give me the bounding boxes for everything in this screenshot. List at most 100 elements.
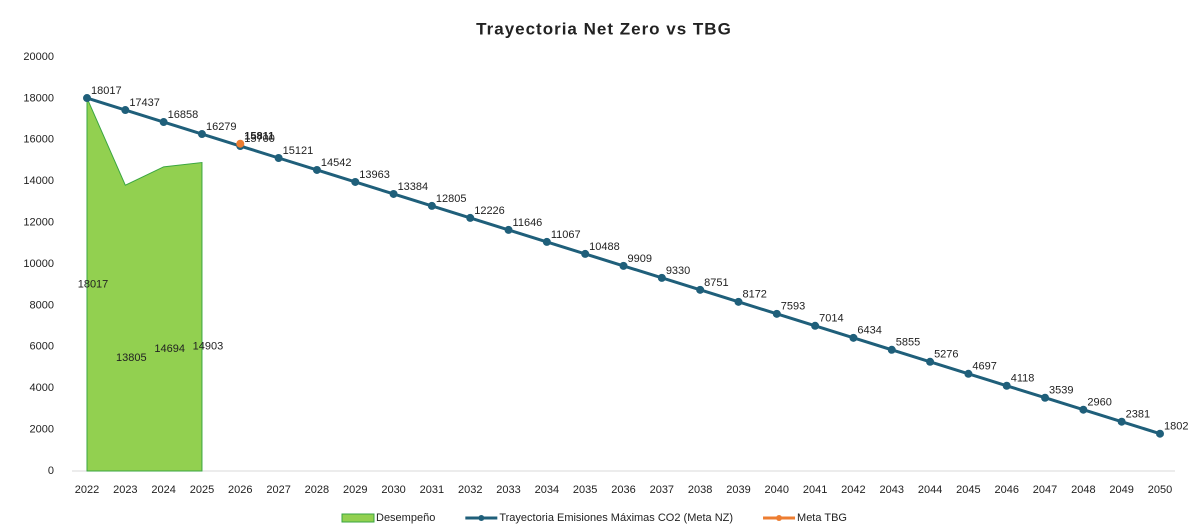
legend-label: Meta TBG bbox=[797, 512, 847, 524]
y-tick-label: 18000 bbox=[23, 92, 54, 104]
data-label: 4697 bbox=[972, 361, 996, 373]
x-tick-label: 2032 bbox=[458, 484, 482, 496]
x-tick-label: 2047 bbox=[1033, 484, 1057, 496]
y-tick-label: 16000 bbox=[23, 134, 54, 146]
x-tick-label: 2035 bbox=[573, 484, 597, 496]
data-label: 15700 bbox=[244, 133, 275, 145]
x-tick-label: 2046 bbox=[994, 484, 1018, 496]
data-label: 13963 bbox=[359, 169, 390, 181]
data-label: 1802 bbox=[1164, 421, 1188, 433]
marker bbox=[772, 309, 781, 318]
x-tick-label: 2025 bbox=[190, 484, 214, 496]
data-label: 8751 bbox=[704, 277, 728, 289]
data-label: 5855 bbox=[896, 337, 920, 349]
data-label: 10488 bbox=[589, 241, 620, 253]
x-tick-label: 2049 bbox=[1109, 484, 1133, 496]
x-tick-label: 2022 bbox=[75, 484, 99, 496]
data-label: 7014 bbox=[819, 313, 843, 325]
legend-label: Desempeño bbox=[376, 512, 435, 524]
marker bbox=[83, 94, 91, 103]
marker bbox=[1156, 429, 1164, 438]
x-tick-label: 2026 bbox=[228, 484, 252, 496]
marker bbox=[197, 130, 206, 139]
data-label: 11646 bbox=[513, 217, 543, 229]
x-tick-label: 2028 bbox=[305, 484, 329, 496]
data-label: 16279 bbox=[206, 121, 237, 133]
x-tick-label: 2043 bbox=[880, 484, 904, 496]
marker bbox=[926, 357, 935, 366]
data-label: 8172 bbox=[742, 289, 766, 301]
marker bbox=[657, 273, 666, 282]
data-label: 16858 bbox=[168, 109, 199, 121]
data-label: 3539 bbox=[1049, 385, 1073, 397]
data-label: 6434 bbox=[857, 325, 881, 337]
y-tick-label: 6000 bbox=[30, 341, 54, 353]
marker bbox=[351, 177, 360, 186]
data-label: 12226 bbox=[474, 205, 505, 217]
marker bbox=[619, 261, 628, 270]
marker bbox=[159, 118, 168, 127]
marker bbox=[466, 213, 475, 222]
marker bbox=[121, 106, 130, 115]
x-tick-label: 2048 bbox=[1071, 484, 1095, 496]
marker bbox=[542, 237, 551, 246]
marker bbox=[504, 225, 513, 234]
data-label: 14694 bbox=[154, 343, 185, 355]
marker bbox=[696, 285, 705, 294]
data-label: 14903 bbox=[193, 341, 224, 353]
data-label: 18017 bbox=[91, 85, 122, 97]
data-label: 13805 bbox=[116, 352, 147, 364]
x-tick-label: 2042 bbox=[841, 484, 865, 496]
legend-label: Trayectoria Emisiones Máximas CO2 (Meta … bbox=[499, 512, 733, 524]
data-label: 13384 bbox=[398, 181, 429, 193]
data-label: 2381 bbox=[1126, 409, 1150, 421]
y-tick-label: 8000 bbox=[30, 299, 54, 311]
x-tick-label: 2044 bbox=[918, 484, 942, 496]
x-tick-label: 2039 bbox=[726, 484, 750, 496]
data-label: 11067 bbox=[551, 229, 581, 241]
marker bbox=[734, 297, 743, 306]
marker bbox=[312, 165, 321, 174]
x-tick-label: 2027 bbox=[266, 484, 290, 496]
marker bbox=[427, 201, 436, 210]
marker bbox=[389, 189, 398, 198]
legend-swatch bbox=[341, 513, 375, 523]
data-label: 4118 bbox=[1011, 373, 1035, 385]
y-tick-label: 2000 bbox=[30, 424, 54, 436]
legend-swatch bbox=[478, 515, 485, 521]
x-tick-label: 2033 bbox=[496, 484, 520, 496]
x-tick-label: 2029 bbox=[343, 484, 367, 496]
x-tick-label: 2045 bbox=[956, 484, 980, 496]
x-tick-label: 2023 bbox=[113, 484, 137, 496]
marker bbox=[1117, 417, 1126, 426]
data-label: 2960 bbox=[1087, 397, 1111, 409]
data-label: 5276 bbox=[934, 349, 958, 361]
data-label: 15811 bbox=[244, 131, 274, 143]
x-tick-label: 2024 bbox=[151, 484, 175, 496]
x-tick-label: 2037 bbox=[650, 484, 674, 496]
y-tick-label: 12000 bbox=[23, 217, 54, 229]
x-tick-label: 2038 bbox=[688, 484, 712, 496]
y-tick-label: 10000 bbox=[23, 258, 54, 270]
y-tick-label: 20000 bbox=[23, 51, 54, 63]
x-tick-label: 2030 bbox=[381, 484, 405, 496]
x-tick-label: 2034 bbox=[535, 484, 559, 496]
x-tick-label: 2041 bbox=[803, 484, 827, 496]
marker bbox=[274, 153, 283, 162]
y-tick-label: 14000 bbox=[23, 175, 54, 187]
x-tick-label: 2040 bbox=[765, 484, 789, 496]
marker bbox=[1079, 405, 1088, 414]
marker bbox=[1041, 393, 1050, 402]
data-label: 9909 bbox=[628, 253, 652, 265]
data-label: 7593 bbox=[781, 301, 805, 313]
marker bbox=[849, 333, 858, 342]
marker bbox=[581, 249, 590, 258]
y-tick-label: 0 bbox=[48, 465, 54, 477]
x-tick-label: 2036 bbox=[611, 484, 635, 496]
marker bbox=[811, 321, 820, 330]
chart-title: Trayectoria Net Zero vs TBG bbox=[476, 19, 732, 38]
marker bbox=[1002, 381, 1011, 390]
data-label: 14542 bbox=[321, 157, 352, 169]
x-tick-label: 2031 bbox=[420, 484, 444, 496]
